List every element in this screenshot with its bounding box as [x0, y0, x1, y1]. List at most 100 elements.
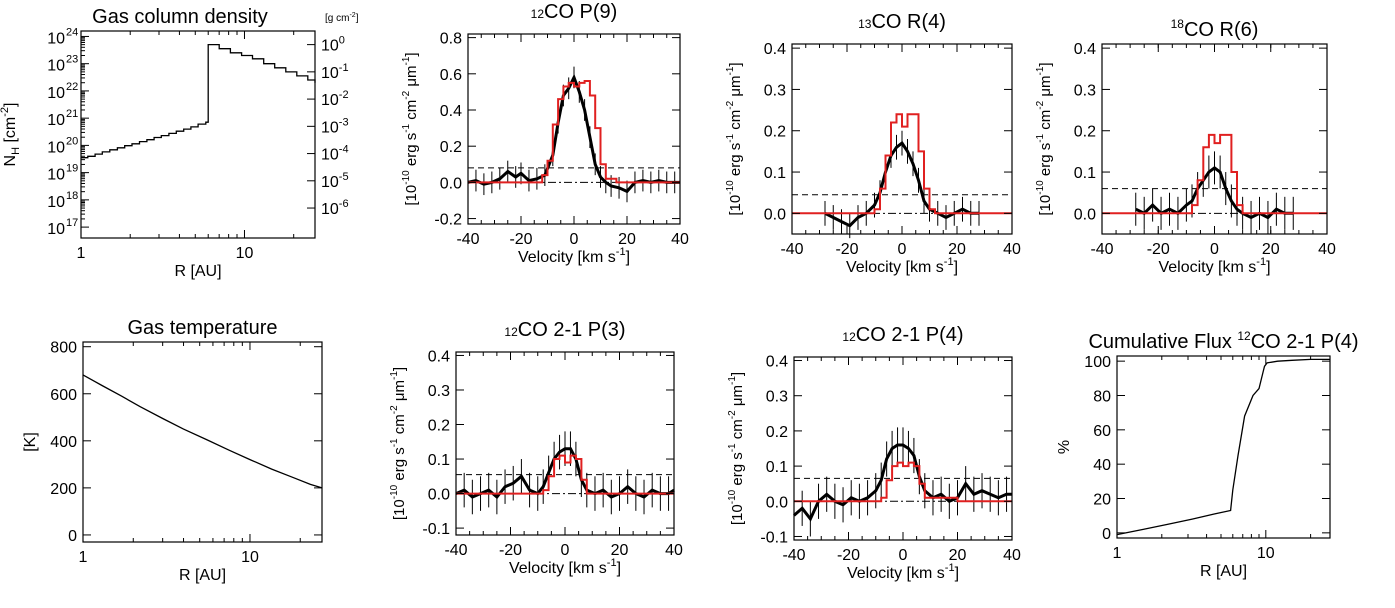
- y-tick-label: 400: [50, 434, 77, 451]
- y-tick-label: 0.3: [764, 82, 786, 99]
- y-tick-label: 10: [47, 139, 65, 156]
- x-tick-label: 10: [241, 549, 259, 566]
- model-spectrum: [468, 80, 680, 184]
- y-tick-label: 0.2: [764, 124, 786, 141]
- x-tick-label: 0: [898, 241, 907, 258]
- x-tick-label: -40: [456, 231, 479, 248]
- y-tick-label: 0.1: [428, 452, 450, 469]
- y-tick-label: 0.0: [766, 494, 788, 511]
- y-tick-label: 200: [50, 481, 77, 498]
- panel-c18o-r6: 18CO R(6) -40 -20 0 20 40 0.0 0.1 0.2 0.3 0.4 Veloc…: [1035, 17, 1336, 276]
- panel-cumulative-flux: Cumulative Flux 12CO 2-1 P(4)1 1002040608…: [1056, 329, 1359, 580]
- y-axis-label: [10-10 erg s-1 cm-2 μm-1]: [727, 372, 746, 525]
- x-tick-label: -40: [782, 547, 805, 564]
- plot-frame: [467, 33, 681, 225]
- series-line: [82, 374, 323, 489]
- x-tick-label: 40: [1003, 241, 1021, 258]
- y-tick-label: 0.3: [428, 383, 450, 400]
- series-line: [1116, 358, 1330, 536]
- x-axis-label: R [AU]: [1200, 563, 1247, 580]
- y-tick-label: 0.2: [766, 424, 788, 441]
- x-axis-label: Velocity [km s-1]: [518, 246, 630, 266]
- y-axis-label: [10-10 erg s-1 cm-2 μm-1]: [725, 62, 744, 215]
- y-tick-label: 0.0: [440, 175, 462, 192]
- plot-frame: [82, 341, 323, 543]
- panel-gas-temperature: Gas temperature 1 10 0 200 400 600 800 R [AU] [K]: [22, 317, 323, 584]
- y-tick-label: 10: [47, 30, 65, 47]
- x-tick-label: 20: [948, 241, 966, 258]
- panel-co12-21-p3: 12CO 2-1 P(3) -40 -20 0 20 40 -0.1 0.0 0.1 0.2 0.3…: [389, 319, 683, 577]
- y-tick-label: 600: [50, 387, 77, 404]
- x-axis-label: Velocity [km s-1]: [847, 562, 959, 582]
- y-tick-label: 0.1: [1074, 165, 1096, 182]
- chart-title: Cumulative Flux 12CO 2-1 P(4): [1088, 329, 1358, 353]
- x-tick-label: 1: [79, 549, 88, 566]
- y-tick-label: 0.2: [1074, 124, 1096, 141]
- y-tick-exponent: 23: [66, 54, 78, 66]
- y-tick-label: 0.4: [428, 348, 450, 365]
- panel-co13-r4: 13CO R(4) -40 -20 0 20 40 0.0 0.1 0.2 0.3 0.4 Veloc…: [725, 11, 1021, 276]
- y-tick-label: 10: [47, 85, 65, 102]
- model-spectrum: [794, 461, 1012, 503]
- y-tick-label: 20: [1093, 492, 1111, 509]
- x-tick-label: 0: [561, 542, 570, 559]
- y-axis-label: [10-10 erg s-1 cm-2 μm-1]: [1035, 62, 1054, 215]
- y-tick-exponent: 21: [66, 108, 78, 120]
- chart-title: 18CO R(6): [1171, 17, 1259, 41]
- y-tick-label: -0.2: [434, 212, 462, 229]
- x-tick-label: -20: [1147, 241, 1170, 258]
- y-tick-label: 0.8: [440, 31, 462, 48]
- x-tick-label: 40: [1003, 547, 1021, 564]
- x-tick-label: 0: [899, 547, 908, 564]
- x-tick-label: -40: [1090, 241, 1113, 258]
- x-tick-label: -20: [835, 241, 858, 258]
- y-tick-label: 10: [47, 221, 65, 238]
- x-tick-label: -40: [780, 241, 803, 258]
- y-tick-label: -0.1: [422, 521, 450, 538]
- y-tick-exponent: 22: [66, 81, 78, 93]
- y-tick-exponent: 24: [66, 26, 78, 38]
- panel-co12-p9: 12CO P(9) -40 -20 0 20 40 -0.2 0.0 0.2 0.4 0.6 0.8 V…: [401, 1, 689, 266]
- y-right-tick-label: 10-5: [321, 171, 349, 191]
- y-tick-label: 0.6: [440, 67, 462, 84]
- y-tick-label: 60: [1093, 423, 1111, 440]
- right-axis-unit: [g cm-2]: [325, 12, 359, 24]
- x-axis-label: Velocity [km s-1]: [509, 557, 621, 577]
- y-tick-label: 0.4: [1074, 41, 1096, 58]
- y-right-tick-label: 100: [321, 35, 345, 55]
- y-axis-label: [K]: [22, 432, 39, 452]
- chart-title: 12CO 2-1 P(4): [842, 324, 963, 346]
- x-tick-label: 0: [570, 231, 579, 248]
- x-tick-label: 20: [618, 231, 636, 248]
- x-tick-label: 1: [77, 245, 86, 262]
- observed-spectrum: [1135, 166, 1294, 220]
- x-axis-label: Velocity [km s-1]: [846, 256, 958, 276]
- y-right-tick-label: 10-6: [321, 198, 349, 218]
- column-density-line: [81, 43, 316, 159]
- model-spectrum: [456, 454, 674, 495]
- y-axis-label: NH [cm-2]: [0, 103, 22, 167]
- chart-title: Gas column density: [92, 6, 268, 28]
- model-spectrum: [1102, 133, 1327, 215]
- y-tick-exponent: 20: [66, 135, 78, 147]
- y-tick-label: 80: [1093, 388, 1111, 405]
- model-spectrum: [792, 113, 1012, 215]
- y-tick-label: 0.4: [440, 103, 462, 120]
- y-tick-label: 0.0: [1074, 206, 1096, 223]
- y-tick-label: 100: [1084, 354, 1111, 371]
- observed-spectrum: [824, 140, 979, 228]
- x-tick-label: 40: [671, 231, 689, 248]
- y-tick-label: 0.1: [764, 165, 786, 182]
- y-tick-label: 0: [1102, 526, 1111, 543]
- y-tick-label: -0.1: [760, 529, 788, 546]
- x-tick-label: 10: [236, 245, 254, 262]
- y-tick-label: 0.2: [428, 418, 450, 435]
- y-tick-label: 0.2: [440, 139, 462, 156]
- x-tick-label: -20: [509, 231, 532, 248]
- chart-title: 12CO P(9): [531, 1, 618, 23]
- x-tick-label: -20: [499, 542, 522, 559]
- plot-frame: [1116, 355, 1331, 539]
- x-tick-label: 20: [1262, 241, 1280, 258]
- x-axis-label: Velocity [km s-1]: [1158, 256, 1270, 276]
